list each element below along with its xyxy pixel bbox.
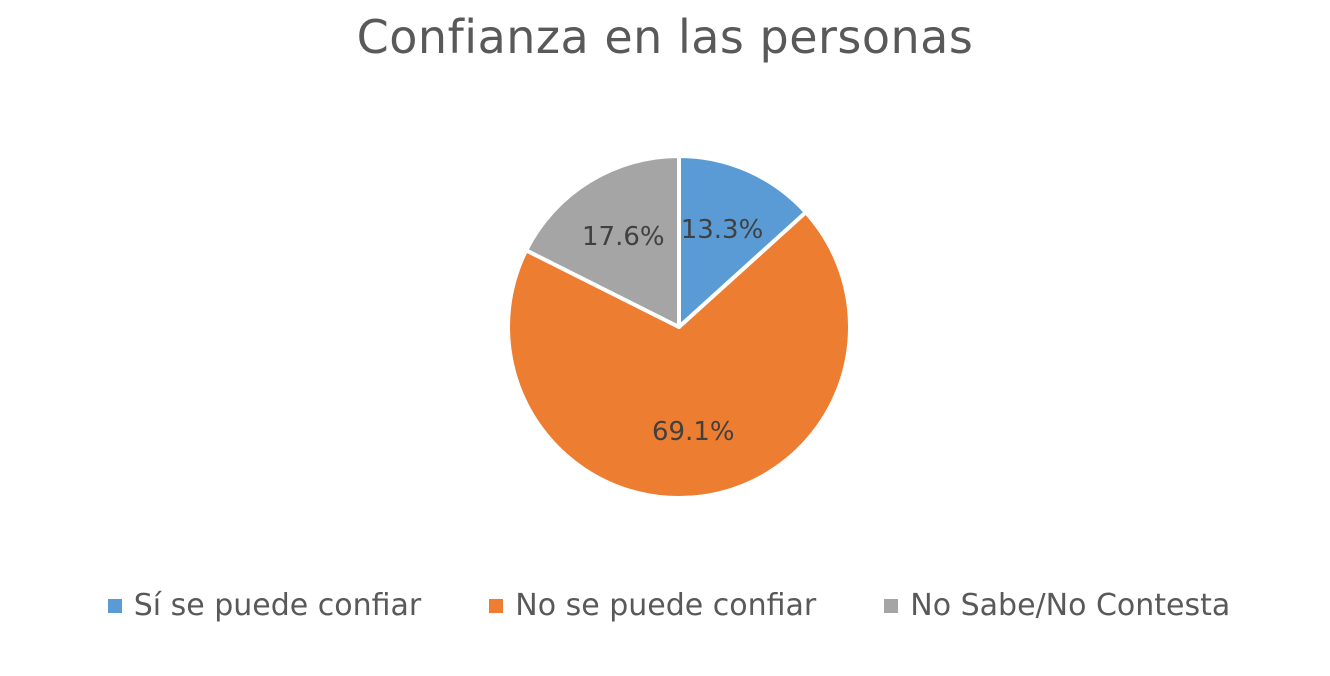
data-label-si-se-puede-confiar: 13.3% <box>681 215 764 245</box>
legend-swatch <box>884 598 899 613</box>
legend: Sí se puede confiar No se puede confiar No… <box>0 588 1330 623</box>
legend-label: Sí se puede confiar <box>133 588 422 623</box>
pie-slice-si-se-puede-confiar <box>677 154 808 329</box>
legend-item-no-sabe-no-contesta: No Sabe/No Contesta <box>884 588 1230 623</box>
pie-data-labels: 13.3% 69.1% 17.6% <box>582 215 763 447</box>
data-label-no-sabe-no-contesta: 17.6% <box>582 222 665 252</box>
pie-slices <box>506 154 852 500</box>
legend-label: No se puede confiar <box>515 588 817 623</box>
pie-slice-no-sabe-no-contesta <box>524 154 681 329</box>
legend-label: No Sabe/No Contesta <box>910 588 1231 623</box>
chart-title: Confianza en las personas <box>356 10 974 64</box>
legend-swatch <box>107 598 122 613</box>
legend-item-no-se-puede-confiar: No se puede confiar <box>489 588 816 623</box>
legend-swatch <box>489 598 504 613</box>
legend-item-si-se-puede-confiar: Sí se puede confiar <box>107 588 422 623</box>
data-label-no-se-puede-confiar: 69.1% <box>652 417 735 447</box>
pie-slice-no-se-puede-confiar <box>506 210 852 500</box>
